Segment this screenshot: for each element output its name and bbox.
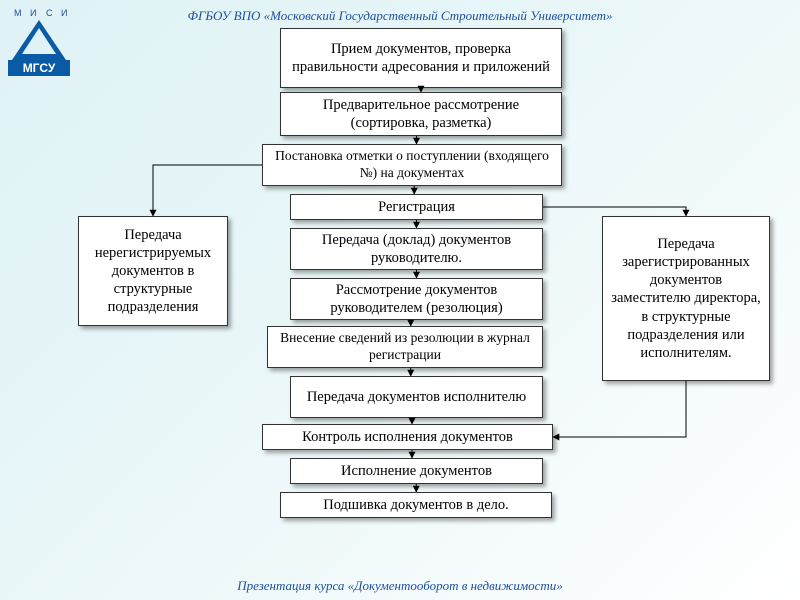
node-registered-branch: Передача зарегистрированных документов з… [602, 216, 770, 381]
logo-band-text: МГСУ [23, 61, 56, 75]
logo-letter: М [14, 8, 22, 18]
logo-letter: С [46, 8, 53, 18]
node-hand-to-exec: Передача документов исполнителю [290, 376, 543, 418]
node-execution: Исполнение документов [290, 458, 543, 484]
university-logo: М И С И МГСУ [8, 6, 70, 76]
node-stamp: Постановка отметки о поступлении (входящ… [262, 144, 562, 186]
node-head-review: Рассмотрение документов руководителем (р… [290, 278, 543, 320]
header-title: ФГБОУ ВПО «Московский Государственный Ст… [0, 8, 800, 24]
node-control: Контроль исполнения документов [262, 424, 553, 450]
footer-title: Презентация курса «Документооборот в нед… [0, 578, 800, 594]
node-registration: Регистрация [290, 194, 543, 220]
node-unregistered-branch: Передача нерегистрируемых документов в с… [78, 216, 228, 326]
node-log-resolution: Внесение сведений из резолюции в журнал … [267, 326, 543, 368]
node-report-to-head: Передача (доклад) документов руководител… [290, 228, 543, 270]
logo-letter: И [30, 8, 36, 18]
slide-canvas: ФГБОУ ВПО «Московский Государственный Ст… [0, 0, 800, 600]
node-pre-review: Предварительное рассмотрение (сортировка… [280, 92, 562, 136]
logo-letter: И [61, 8, 67, 18]
node-intake: Прием документов, проверка правильности … [280, 28, 562, 88]
node-file: Подшивка документов в дело. [280, 492, 552, 518]
